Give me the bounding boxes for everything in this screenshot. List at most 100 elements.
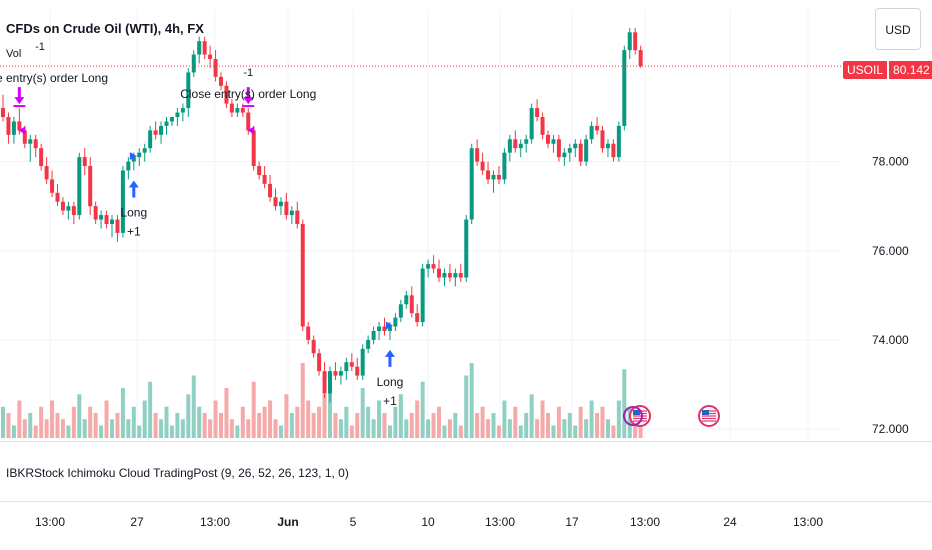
candle-body — [115, 219, 120, 233]
candle-body — [420, 268, 425, 323]
volume-bar — [496, 425, 501, 438]
volume-bar — [22, 419, 27, 438]
signal-qty: +1 — [127, 225, 141, 239]
volume-bar — [99, 425, 104, 438]
volume-bar — [77, 394, 82, 438]
candle-body — [262, 174, 267, 184]
candle-body — [300, 224, 305, 327]
candle-body — [605, 143, 610, 149]
volume-bar — [616, 400, 621, 438]
volume-bar — [442, 425, 447, 438]
volume-bar — [186, 394, 191, 438]
candle-body — [475, 148, 480, 162]
candle-body — [344, 362, 349, 372]
volume-bar — [513, 406, 518, 438]
candle-body — [393, 317, 398, 327]
pane-separator[interactable] — [0, 441, 932, 442]
volume-bar — [453, 413, 458, 438]
candle-body — [104, 215, 109, 224]
candle-body — [584, 139, 589, 162]
volume-bar — [235, 425, 240, 438]
volume-bar — [447, 419, 452, 438]
volume-bar — [420, 381, 425, 438]
candle-body — [273, 197, 278, 207]
candle-body — [371, 331, 376, 340]
long-arrow-icon — [128, 180, 139, 198]
candle-body — [513, 139, 518, 149]
exit-marker-icon — [18, 126, 26, 135]
candle-body — [437, 268, 441, 278]
candle-body — [333, 371, 338, 376]
trade-signals: -1 Close entry(s) order Long Long +1 -1 Close… — [0, 41, 403, 408]
volume-bar — [142, 400, 147, 438]
volume-bar — [284, 394, 289, 438]
volume-bar — [180, 419, 185, 438]
volume-bar — [278, 425, 283, 438]
candle-body — [131, 157, 136, 162]
volume-bar — [518, 425, 523, 438]
volume-bar — [28, 413, 33, 438]
volume-bar — [306, 400, 311, 438]
volume-bar — [502, 400, 507, 438]
volume-bar — [137, 425, 142, 438]
candle-body — [208, 54, 213, 60]
candle-body — [6, 117, 11, 135]
volume-bar — [60, 419, 65, 438]
volume-bar — [360, 388, 365, 438]
entry-marker-icon — [385, 321, 393, 330]
candle-body — [398, 304, 403, 318]
candle-body — [616, 125, 621, 158]
axis-separator — [0, 501, 932, 502]
volume-bar — [289, 413, 294, 438]
volume-bar — [148, 381, 153, 438]
x-tick-label: 27 — [130, 515, 144, 529]
candle-body — [317, 353, 322, 372]
candle-body — [567, 148, 572, 153]
candle-body — [360, 348, 365, 376]
candle-body — [28, 139, 33, 144]
candle-body — [71, 206, 76, 216]
ticker-price: 80.142 — [889, 61, 932, 79]
volume-bar — [126, 419, 131, 438]
volume-bar — [257, 413, 262, 438]
indicator-legend[interactable]: IBKRStock Ichimoku Cloud TradingPost (9,… — [6, 466, 349, 480]
volume-bar — [273, 419, 278, 438]
volume-bar — [82, 419, 87, 438]
candle-body — [219, 76, 223, 86]
economic-events[interactable] — [623, 405, 720, 427]
candle-body — [426, 264, 431, 269]
volume-bar — [431, 413, 436, 438]
volume-bar — [1, 406, 5, 438]
candle-body — [191, 54, 196, 73]
price-axis[interactable]: 72.000 74.000 76.000 78.000 — [872, 155, 909, 437]
volume-bar — [39, 406, 44, 438]
volume-bar — [33, 425, 38, 438]
volume-bar — [377, 400, 382, 438]
volume-bar — [366, 406, 371, 438]
x-tick-label: 24 — [723, 515, 737, 529]
candle-body — [502, 152, 507, 180]
candle-body — [469, 148, 474, 220]
candle-body — [246, 112, 251, 131]
candle-body — [175, 112, 180, 117]
candle-body — [524, 139, 529, 144]
candle-body — [278, 201, 283, 207]
currency-button[interactable]: USD — [875, 8, 921, 50]
candle-body — [284, 201, 289, 216]
candle-body — [507, 139, 512, 153]
volume-bar — [627, 406, 632, 438]
volume-bar — [349, 425, 354, 438]
x-tick-label: 10 — [421, 515, 435, 529]
candle-body — [93, 206, 98, 220]
candle-body — [137, 152, 142, 158]
candle-body — [453, 273, 458, 278]
time-axis[interactable]: 13:00 27 13:00 Jun 5 10 13:00 17 13:00 24 13:00 — [35, 515, 823, 529]
volume-bar — [6, 413, 11, 438]
signal-label: Long — [377, 375, 404, 389]
candle-body — [415, 313, 420, 323]
candle-body — [289, 210, 294, 216]
candle-body — [382, 326, 387, 331]
volume-bar — [17, 400, 22, 438]
volume-bar — [398, 394, 403, 438]
